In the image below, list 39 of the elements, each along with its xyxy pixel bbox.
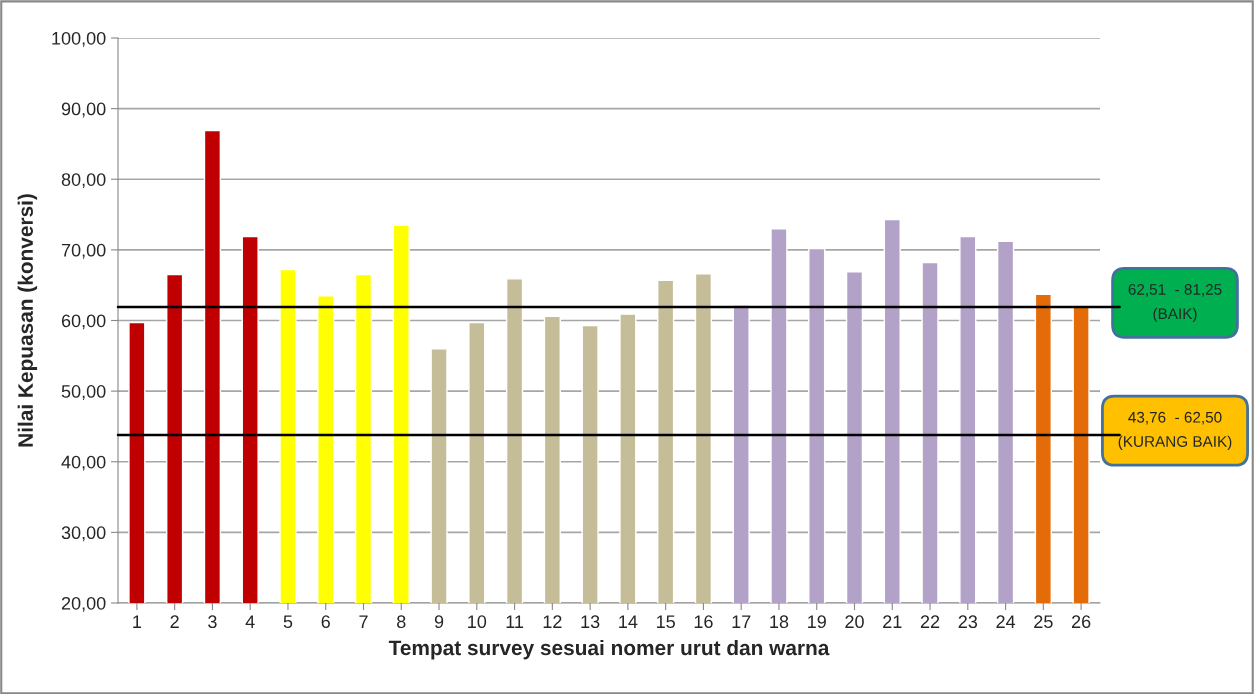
x-tick-label: 22 [920,615,940,628]
x-tick-label: 4 [245,615,255,628]
x-tick-label: 25 [1034,615,1053,629]
x-axis-title: Tempat survey sesuai nomer urut dan warna [388,639,830,660]
x-tick-label: 14 [619,615,638,628]
y-tick-label: 50,00 [61,385,106,400]
x-tick-label: 20 [845,615,864,629]
x-tick-label: 16 [694,615,713,629]
y-tick-label: 80,00 [61,173,106,189]
x-tick-label: 7 [359,615,368,628]
y-tick-label: 20,00 [61,596,106,612]
x-tick-label: 10 [468,615,487,629]
x-tick-label: 19 [808,615,826,629]
x-tick-label: 26 [1071,615,1091,629]
y-tick-label: 70,00 [61,243,106,259]
x-tick-label: 12 [543,615,562,628]
y-tick-label: 90,00 [61,102,106,118]
x-tick-label: 15 [656,615,675,629]
x-tick-label: 24 [996,615,1016,628]
ref-line-label: 43,76 - 62,50 (KURANG BAIK) [1118,411,1232,450]
x-tick-label: 3 [208,615,217,629]
ref-line-label: 62,51 - 81,25 (BAIK) [1128,284,1222,323]
y-tick-label: 100,00 [52,31,106,47]
x-tick-label: 17 [732,615,751,628]
x-tick-label: 1 [133,615,142,628]
x-tick-label: 2 [170,615,179,628]
x-tick-label: 18 [770,615,789,629]
x-tick-label: 21 [883,615,902,628]
x-tick-label: 5 [283,615,293,629]
x-tick-label: 11 [506,615,524,628]
x-tick-label: 6 [321,615,330,629]
y-tick-label: 60,00 [61,314,106,330]
y-tick-label: 30,00 [61,526,106,542]
y-axis-title: Nilai Kepuasan (konversi) [17,194,38,447]
x-tick-label: 13 [581,615,600,629]
x-tick-label: 8 [397,615,406,629]
y-tick-label: 40,00 [61,455,106,471]
x-tick-label: 9 [434,615,444,629]
x-tick-label: 23 [958,615,978,629]
